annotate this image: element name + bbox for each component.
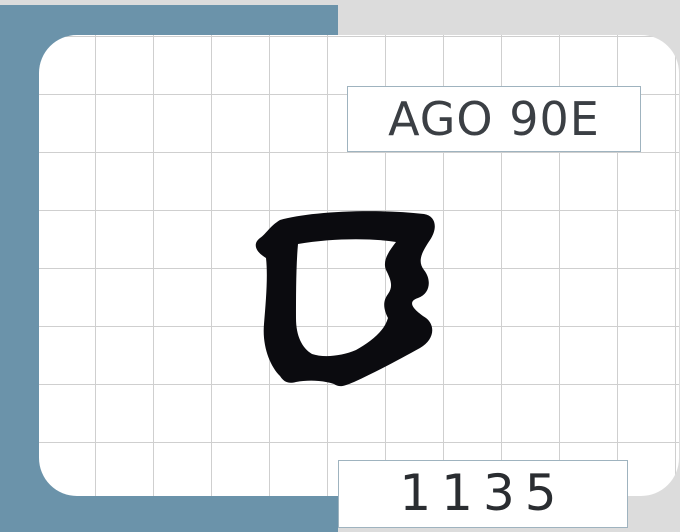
code-label: AGO 90E [347,86,641,152]
number-label: 1135 [338,460,628,528]
irregular-frame-silhouette-icon [255,211,435,387]
